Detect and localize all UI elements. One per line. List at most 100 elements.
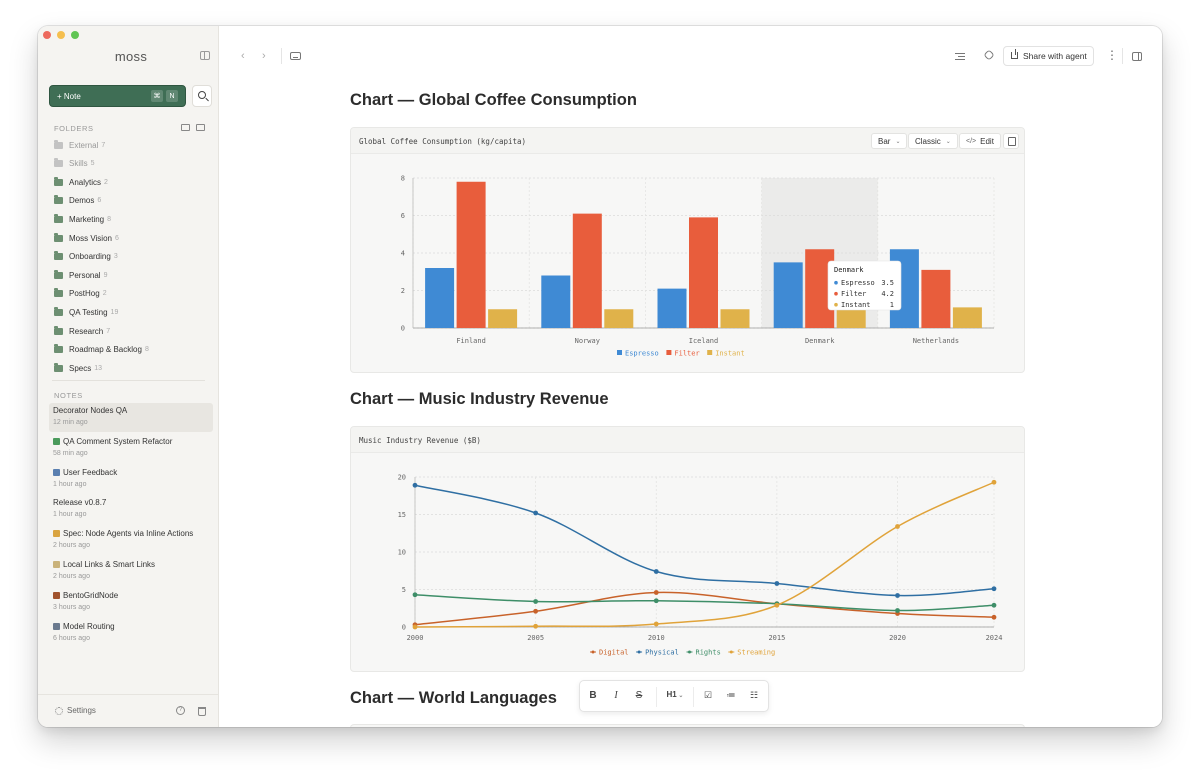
legend-marker (637, 650, 641, 654)
chart-theme-dropdown[interactable]: Classic ⌄ (908, 133, 958, 149)
toolbar-separator (1122, 48, 1123, 64)
folder-name: QA Testing (69, 307, 108, 317)
note-title: User Feedback (53, 468, 213, 477)
folder-icon (54, 195, 63, 205)
edit-chart-button[interactable]: </> Edit (959, 133, 1001, 149)
toolbar-separator (281, 48, 282, 64)
bullet-list-button[interactable]: ≔ (726, 690, 736, 700)
legend-swatch (707, 350, 713, 355)
data-point (895, 524, 900, 529)
folder-icon (54, 213, 63, 223)
heading-level-dropdown[interactable]: H1 ⌄ (666, 690, 684, 699)
music-chart-card: Music Industry Revenue ($B) 0 5 10 15 20 2000… (350, 426, 1025, 672)
keyboard-icon[interactable] (290, 52, 301, 60)
folder-item[interactable]: Research 7 (54, 324, 110, 338)
series-line (414, 594, 995, 612)
open-folder-icon[interactable] (181, 124, 190, 131)
note-list-item[interactable]: Local Links & Smart Links 2 hours ago (49, 557, 213, 586)
chevron-down-icon: ⌄ (945, 138, 951, 145)
folder-item[interactable]: Demos 6 (54, 194, 101, 208)
folder-item[interactable]: Skills 5 (54, 157, 95, 171)
new-folder-icon[interactable] (196, 124, 205, 131)
legend-label: Instant (715, 350, 745, 358)
folder-item[interactable]: PostHog 2 (54, 287, 107, 301)
bar (456, 181, 486, 328)
folder-icon (54, 288, 63, 298)
x-tick-label: 2010 (648, 634, 665, 642)
folder-item[interactable]: Personal 9 (54, 268, 107, 282)
back-arrow-icon[interactable]: ‹ (241, 50, 245, 62)
folder-item[interactable]: Specs 13 (54, 361, 102, 375)
folder-count: 6 (97, 197, 102, 205)
data-point (533, 510, 539, 516)
outline-icon[interactable] (955, 53, 965, 60)
search-button[interactable] (192, 85, 212, 107)
folder-item[interactable]: Roadmap & Backlog 8 (54, 343, 149, 357)
folder-item[interactable]: Onboarding 3 (54, 250, 118, 264)
sidebar-footer: Settings ? (38, 694, 219, 727)
toolbar-separator (693, 687, 694, 707)
data-point (533, 608, 539, 614)
x-tick-label: 2020 (889, 634, 906, 642)
folder-item[interactable]: Marketing 8 (54, 212, 111, 226)
coffee-chart-title: Global Coffee Consumption (kg/capita) (359, 137, 527, 146)
data-point (653, 569, 659, 574)
forward-arrow-icon[interactable]: › (262, 50, 266, 62)
new-note-label: + Note (57, 91, 81, 101)
note-title: Model Routing (53, 622, 213, 631)
note-time: 1 hour ago (53, 480, 87, 488)
folder-item[interactable]: Moss Vision 6 (54, 231, 119, 245)
x-tick-label: Netherlands (913, 337, 959, 345)
legend-label: Espresso (625, 350, 659, 358)
main-editor: ‹ › Share with agent ⋮ Chart — Global Co… (219, 26, 1162, 727)
numbered-list-button[interactable]: ☷ (749, 690, 759, 700)
ruler-icon (53, 530, 60, 538)
folder-item[interactable]: QA Testing 19 (54, 305, 118, 319)
bento-icon (53, 591, 60, 599)
settings-button[interactable]: Settings (67, 706, 96, 715)
folder-item[interactable]: Analytics 2 (54, 175, 108, 189)
note-list-item[interactable]: BentoGridNode 3 hours ago (49, 588, 213, 617)
folder-icon (54, 232, 63, 242)
coffee-bar-chart: 0 2 4 6 8 Finland Norway Iceland Denmark Netherla… (401, 175, 995, 358)
note-time: 2 hours ago (53, 573, 90, 580)
bold-button[interactable]: B (589, 690, 597, 701)
checklist-button[interactable]: ☑ (703, 690, 713, 700)
tooltip-dot (834, 291, 838, 296)
chart-type-dropdown[interactable]: Bar ⌄ (871, 133, 908, 149)
note-list-item[interactable]: User Feedback 1 hour ago (49, 465, 213, 494)
new-note-button[interactable]: + Note ⌘ N (49, 85, 186, 107)
note-list-item[interactable]: Decorator Nodes QA 12 min ago (49, 403, 213, 432)
share-with-agent-button[interactable]: Share with agent (1003, 46, 1094, 66)
folder-name: External (69, 140, 99, 150)
note-list-item[interactable]: QA Comment System Refactor 58 min ago (49, 434, 213, 463)
strikethrough-button[interactable]: S (635, 690, 643, 701)
folder-name: Analytics (69, 177, 102, 187)
more-options-icon[interactable]: ⋮ (1106, 48, 1118, 62)
bar (541, 275, 571, 328)
sidebar: moss + Note ⌘ N FOLDERS External 7 Skills 5… (38, 26, 219, 727)
minimize-window-button[interactable] (57, 31, 65, 39)
help-icon[interactable]: ? (176, 706, 185, 715)
folder-count: 7 (106, 327, 111, 335)
folder-name: Onboarding (69, 252, 111, 262)
x-tick-label: 2005 (527, 634, 544, 642)
copy-icon[interactable] (1003, 133, 1019, 149)
sidebar-toggle-icon[interactable] (200, 51, 210, 60)
note-list-item[interactable]: Spec: Node Agents via Inline Actions 2 ho… (49, 526, 213, 555)
folder-actions (181, 124, 205, 131)
note-title: BentoGridNode (53, 591, 213, 600)
trash-icon[interactable] (198, 707, 206, 716)
coffee-chart-heading: Chart — Global Coffee Consumption (350, 91, 637, 109)
bar (488, 309, 518, 328)
folder-item[interactable]: External 7 (54, 138, 105, 152)
link-icon[interactable] (983, 49, 995, 61)
note-list-item[interactable]: Release v0.8.7 1 hour ago (49, 495, 213, 524)
data-point (991, 586, 997, 592)
zoom-window-button[interactable] (71, 31, 79, 39)
folder-icon (54, 306, 63, 316)
right-panel-toggle-icon[interactable] (1132, 52, 1142, 61)
italic-button[interactable]: I (614, 690, 618, 701)
note-list-item[interactable]: Model Routing 6 hours ago (49, 619, 213, 648)
close-window-button[interactable] (43, 31, 51, 39)
